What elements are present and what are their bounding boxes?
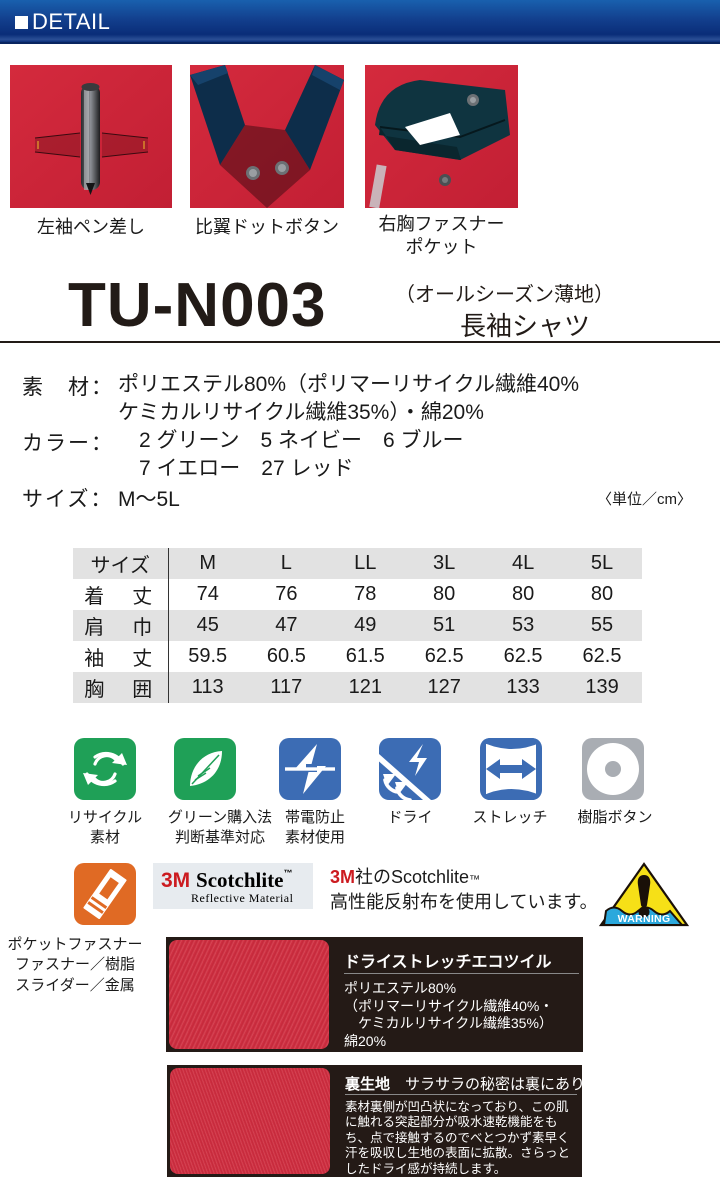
svg-text:WARNING: WARNING — [618, 913, 671, 925]
